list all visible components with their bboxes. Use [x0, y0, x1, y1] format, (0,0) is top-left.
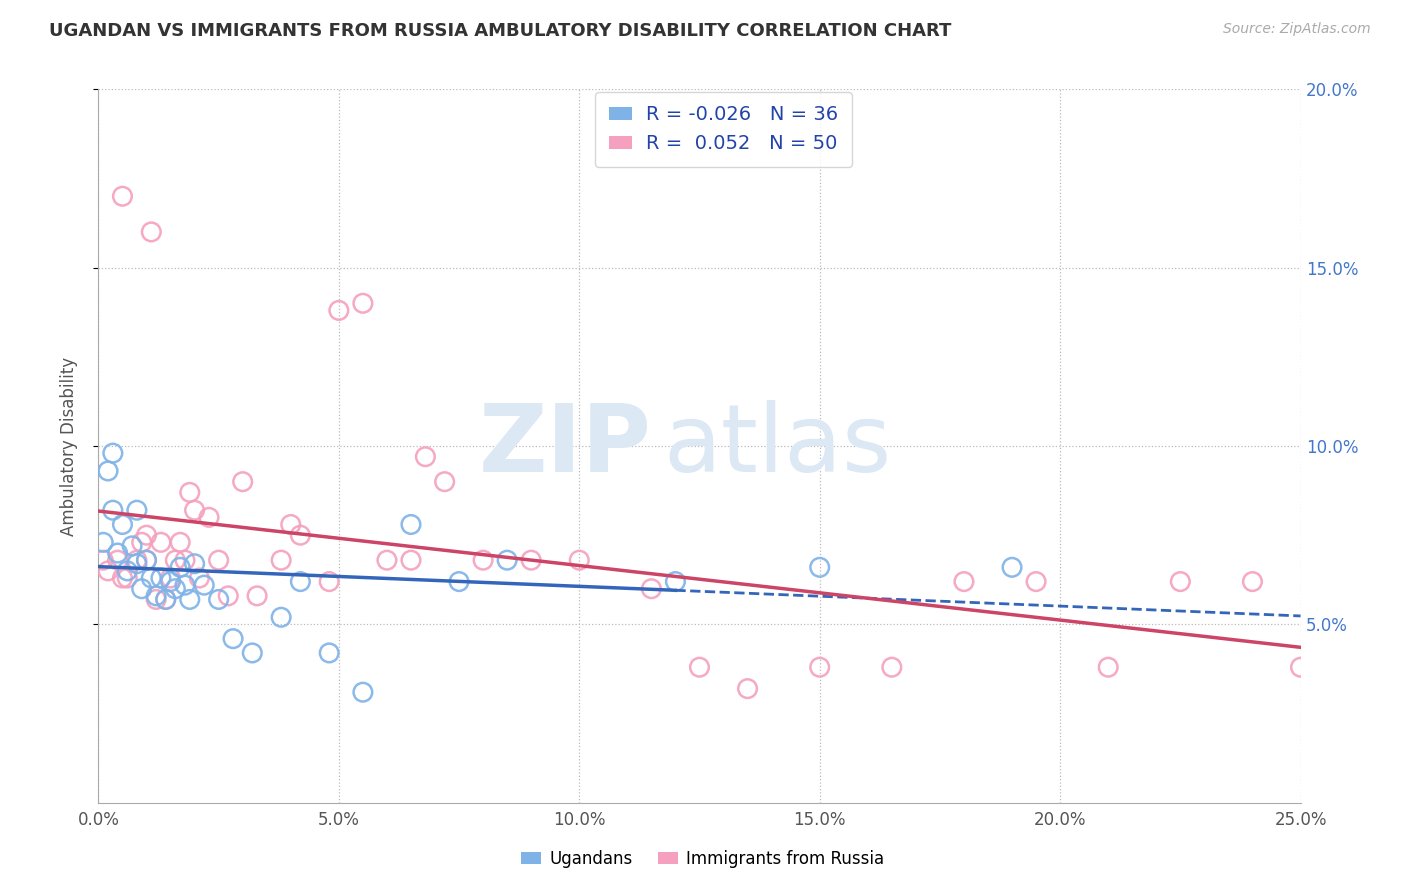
Text: ZIP: ZIP — [478, 400, 651, 492]
Point — [399, 517, 422, 532]
Legend: Ugandans, Immigrants from Russia: Ugandans, Immigrants from Russia — [515, 844, 891, 875]
Point — [280, 517, 302, 532]
Point — [125, 557, 148, 571]
Point — [117, 571, 139, 585]
Point — [179, 485, 201, 500]
Text: UGANDAN VS IMMIGRANTS FROM RUSSIA AMBULATORY DISABILITY CORRELATION CHART: UGANDAN VS IMMIGRANTS FROM RUSSIA AMBULA… — [49, 22, 952, 40]
Point — [121, 539, 143, 553]
Point — [222, 632, 245, 646]
Point — [111, 571, 134, 585]
Point — [183, 557, 205, 571]
Point — [145, 592, 167, 607]
Point — [117, 564, 139, 578]
Point — [808, 560, 831, 574]
Point — [155, 592, 177, 607]
Point — [290, 574, 312, 589]
Point — [472, 553, 495, 567]
Point — [217, 589, 239, 603]
Point — [270, 553, 292, 567]
Point — [664, 574, 686, 589]
Point — [352, 296, 374, 310]
Point — [149, 535, 172, 549]
Point — [125, 553, 148, 567]
Point — [318, 574, 340, 589]
Point — [246, 589, 269, 603]
Y-axis label: Ambulatory Disability: Ambulatory Disability — [59, 357, 77, 535]
Point — [169, 535, 191, 549]
Point — [415, 450, 437, 464]
Point — [135, 553, 157, 567]
Point — [97, 564, 120, 578]
Point — [1241, 574, 1264, 589]
Point — [318, 646, 340, 660]
Point — [179, 592, 201, 607]
Point — [188, 571, 211, 585]
Point — [174, 578, 197, 592]
Point — [91, 553, 114, 567]
Point — [880, 660, 903, 674]
Point — [169, 560, 191, 574]
Point — [131, 582, 153, 596]
Point — [183, 503, 205, 517]
Point — [91, 535, 114, 549]
Point — [1097, 660, 1119, 674]
Point — [737, 681, 759, 696]
Point — [198, 510, 221, 524]
Point — [808, 660, 831, 674]
Point — [375, 553, 398, 567]
Point — [496, 553, 519, 567]
Point — [1289, 660, 1312, 674]
Text: Source: ZipAtlas.com: Source: ZipAtlas.com — [1223, 22, 1371, 37]
Point — [193, 578, 215, 592]
Point — [447, 574, 470, 589]
Point — [208, 553, 231, 567]
Point — [1025, 574, 1047, 589]
Point — [111, 189, 134, 203]
Point — [165, 582, 187, 596]
Point — [174, 553, 197, 567]
Point — [149, 571, 172, 585]
Point — [1001, 560, 1024, 574]
Point — [328, 303, 350, 318]
Legend: R = -0.026   N = 36, R =  0.052   N = 50: R = -0.026 N = 36, R = 0.052 N = 50 — [595, 92, 852, 167]
Point — [1170, 574, 1192, 589]
Point — [568, 553, 591, 567]
Point — [270, 610, 292, 624]
Point — [165, 553, 187, 567]
Point — [208, 592, 231, 607]
Point — [141, 225, 163, 239]
Text: atlas: atlas — [664, 400, 891, 492]
Point — [131, 535, 153, 549]
Point — [111, 517, 134, 532]
Point — [520, 553, 543, 567]
Point — [352, 685, 374, 699]
Point — [399, 553, 422, 567]
Point — [101, 503, 124, 517]
Point — [125, 503, 148, 517]
Point — [689, 660, 711, 674]
Point — [640, 582, 662, 596]
Point — [290, 528, 312, 542]
Point — [101, 446, 124, 460]
Point — [159, 571, 181, 585]
Point — [159, 574, 181, 589]
Point — [155, 592, 177, 607]
Point — [107, 546, 129, 560]
Point — [135, 553, 157, 567]
Point — [141, 571, 163, 585]
Point — [953, 574, 976, 589]
Point — [107, 553, 129, 567]
Point — [145, 589, 167, 603]
Point — [97, 464, 120, 478]
Point — [135, 528, 157, 542]
Point — [232, 475, 254, 489]
Point — [433, 475, 456, 489]
Point — [240, 646, 263, 660]
